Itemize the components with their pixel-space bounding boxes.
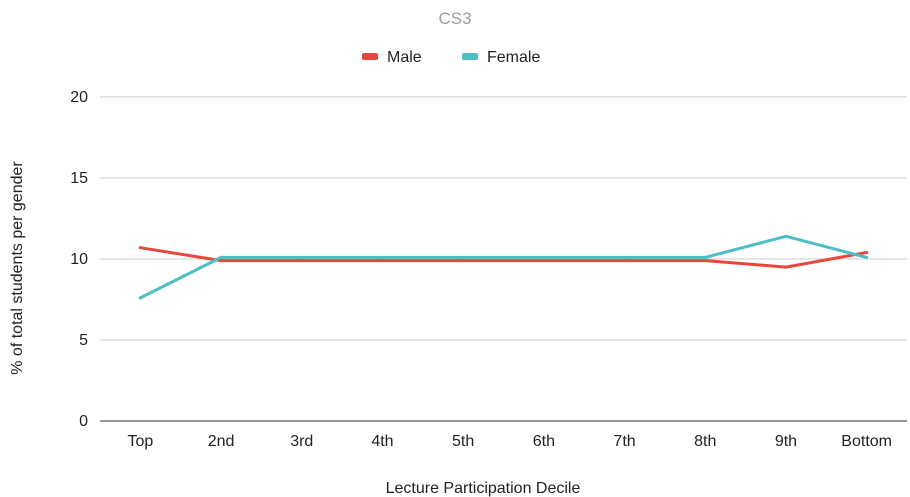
x-axis-ticks: Top 2nd 3rd 4th 5th 6th 7th 8th 9th Bottom (127, 433, 892, 450)
data-point-female (300, 255, 304, 259)
gridlines (100, 96, 907, 422)
data-point-female (784, 234, 788, 238)
x-tick-label: Top (127, 433, 153, 450)
x-tick-label: 3rd (290, 433, 313, 450)
data-point-female (542, 255, 546, 259)
x-tick-label: Bottom (841, 433, 892, 450)
y-tick-label: 0 (79, 413, 88, 430)
y-axis-ticks: 0 5 10 15 20 (70, 89, 88, 430)
x-tick-label: 2nd (208, 433, 235, 450)
data-point-female (623, 255, 627, 259)
legend: Male Female (362, 49, 540, 66)
legend-label-female: Female (487, 49, 540, 66)
data-point-male (623, 259, 627, 263)
y-tick-label: 15 (70, 170, 88, 187)
series-line-male (138, 246, 869, 269)
chart-title: CS3 (438, 9, 471, 28)
x-tick-label: 8th (694, 433, 716, 450)
data-point-male (865, 251, 869, 255)
data-point-female (219, 255, 223, 259)
y-tick-label: 20 (70, 89, 88, 106)
y-axis-title: % of total students per gender (9, 161, 26, 375)
data-point-male (138, 246, 142, 250)
x-axis-title: Lecture Participation Decile (386, 480, 581, 497)
data-point-male (542, 259, 546, 263)
data-point-male (219, 259, 223, 263)
data-point-female (380, 255, 384, 259)
x-tick-label: 7th (613, 433, 635, 450)
data-point-male (784, 265, 788, 269)
series-lines (138, 234, 869, 300)
data-point-male (703, 259, 707, 263)
x-tick-label: 6th (533, 433, 555, 450)
data-point-male (380, 259, 384, 263)
legend-swatch-male (362, 53, 378, 60)
data-point-female (865, 255, 869, 259)
y-tick-label: 10 (70, 251, 88, 268)
series-line-female (138, 234, 869, 300)
y-tick-label: 5 (79, 332, 88, 349)
data-point-male (300, 259, 304, 263)
data-point-female (703, 255, 707, 259)
data-point-female (461, 255, 465, 259)
data-point-male (461, 259, 465, 263)
x-tick-label: 9th (775, 433, 797, 450)
x-tick-label: 5th (452, 433, 474, 450)
data-point-female (138, 296, 142, 300)
legend-label-male: Male (387, 49, 422, 66)
legend-swatch-female (462, 53, 478, 60)
x-tick-label: 4th (371, 433, 393, 450)
